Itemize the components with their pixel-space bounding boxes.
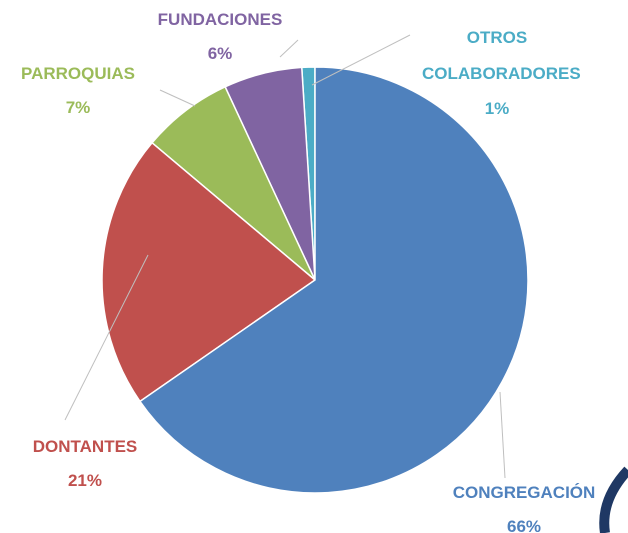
slice-label: CONGREGACIÓN 66% (453, 476, 596, 533)
leader-line (499, 391, 506, 479)
value-label: 6% (207, 44, 233, 63)
slice-label: FUNDACIONES 6% (158, 3, 283, 71)
category-label: DONTANTES (32, 437, 138, 456)
leader-line (64, 254, 149, 421)
value-label: 66% (506, 517, 542, 533)
category-label: OTROS COLABORADORES (422, 28, 581, 83)
leader-line (279, 39, 299, 58)
decor-arc (599, 466, 628, 533)
category-label: FUNDACIONES (157, 10, 283, 29)
value-label: 1% (484, 99, 510, 118)
value-label: 21% (67, 471, 103, 490)
slice-label: PARROQUIAS 7% (21, 57, 135, 125)
leader-lines (64, 34, 506, 479)
leader-line (311, 34, 411, 86)
category-label: CONGREGACIÓN (452, 483, 596, 502)
category-label: PARROQUIAS (21, 64, 135, 83)
leader-line (159, 89, 196, 107)
slice-label: DONTANTES 21% (33, 430, 138, 498)
slice-label: OTROS COLABORADORES 1% (422, 20, 581, 126)
pie-slice (138, 66, 529, 494)
pie-slice (101, 141, 317, 403)
value-label: 7% (65, 98, 91, 117)
